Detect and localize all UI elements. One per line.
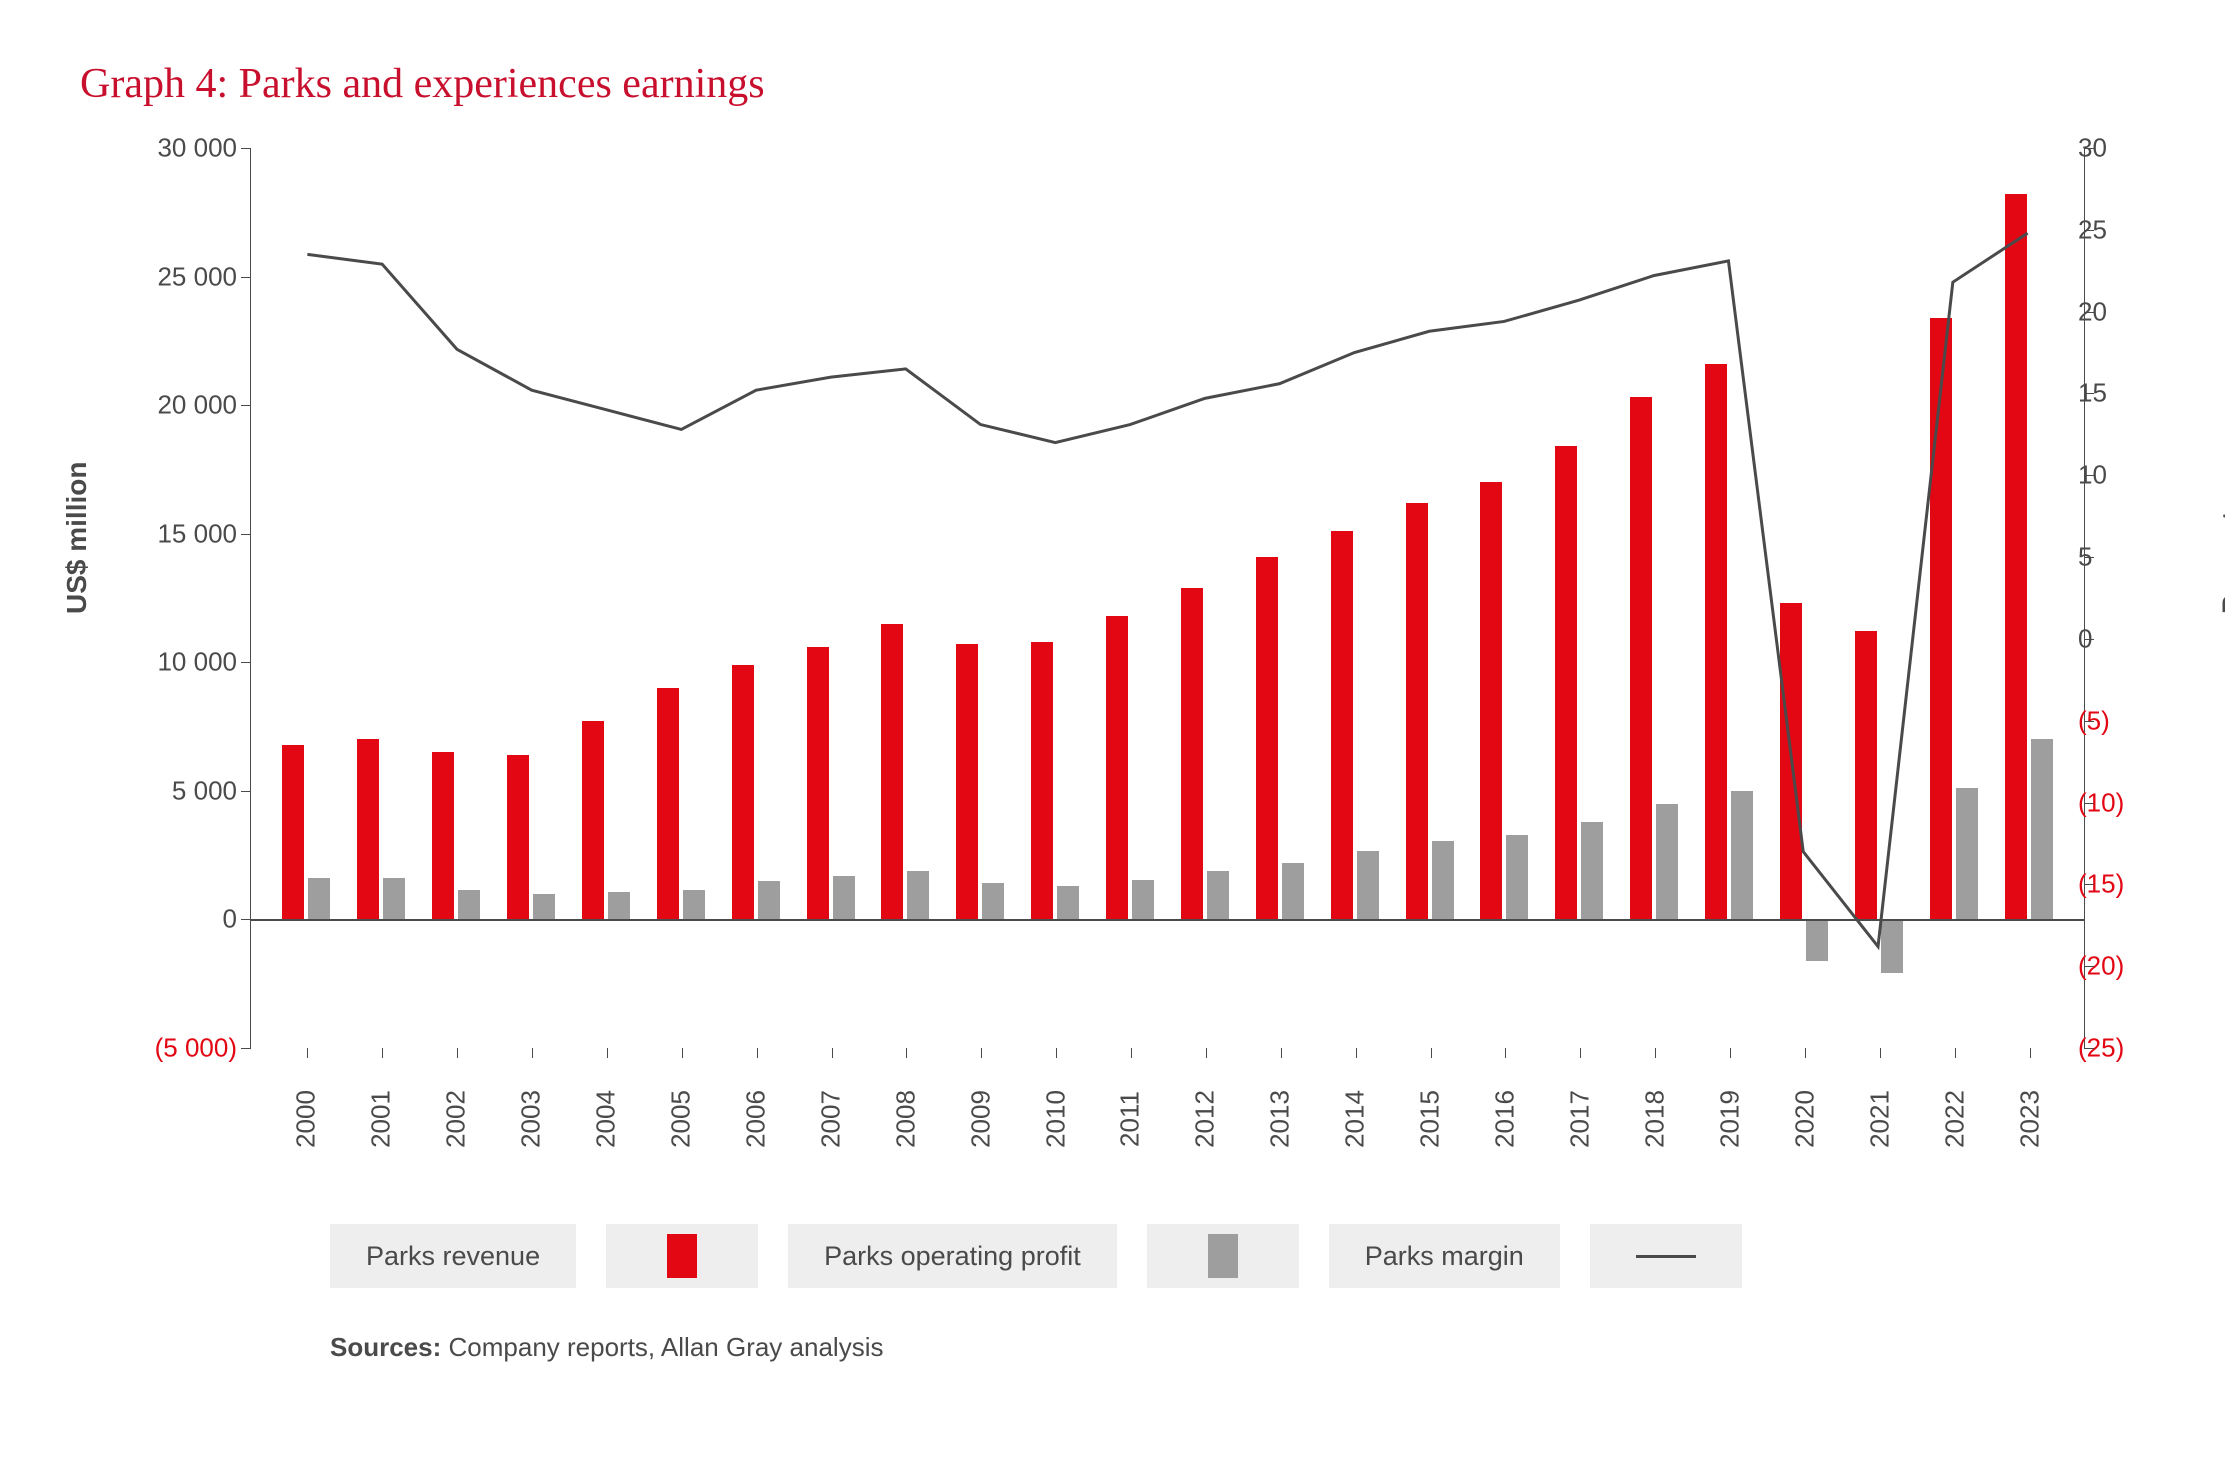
sources-text: Company reports, Allan Gray analysis [449,1332,884,1362]
line-layer [251,148,2084,1048]
y-left-tick: 5 000 [101,775,251,806]
legend: Parks revenue Parks operating profit Par… [330,1224,2085,1288]
y-axis-left: (5 000)05 00010 00015 00020 00025 00030 … [101,148,251,1048]
y-left-tick: 10 000 [101,647,251,678]
margin-line [307,233,2027,946]
legend-swatch-margin [1590,1224,1742,1288]
y-left-tick: 25 000 [101,261,251,292]
legend-label-margin: Parks margin [1329,1224,1560,1288]
chart-container: (5 000)05 00010 00015 00020 00025 00030 … [250,148,2085,1363]
y-left-tick: (5 000) [101,1033,251,1064]
x-axis: 2000200120022003200420052006200720082009… [250,1074,2085,1164]
legend-label-revenue: Parks revenue [330,1224,576,1288]
y-axis-right: (25)(20)(15)(10)(5)051015202530 [2064,148,2214,1048]
sources-line: Sources: Company reports, Allan Gray ana… [330,1332,2085,1363]
y-axis-left-label: US$ million [61,462,93,614]
y-left-tick: 20 000 [101,390,251,421]
sources-label: Sources: [330,1332,441,1362]
legend-swatch-revenue [606,1224,758,1288]
legend-label-profit: Parks operating profit [788,1224,1117,1288]
legend-swatch-bar-icon [1208,1234,1238,1278]
y-left-tick: 15 000 [101,518,251,549]
page: Graph 4: Parks and experiences earnings … [0,0,2225,1478]
y-left-tick: 30 000 [101,133,251,164]
plot-area: (5 000)05 00010 00015 00020 00025 00030 … [250,148,2085,1048]
legend-swatch-line-icon [1636,1255,1696,1258]
legend-swatch-bar-icon [667,1234,697,1278]
legend-swatch-profit [1147,1224,1299,1288]
x-tick: 2023 [1984,1082,2074,1157]
y-axis-right-label: Percent [2217,511,2225,614]
y-left-tick: 0 [101,904,251,935]
chart-title: Graph 4: Parks and experiences earnings [80,60,2145,108]
